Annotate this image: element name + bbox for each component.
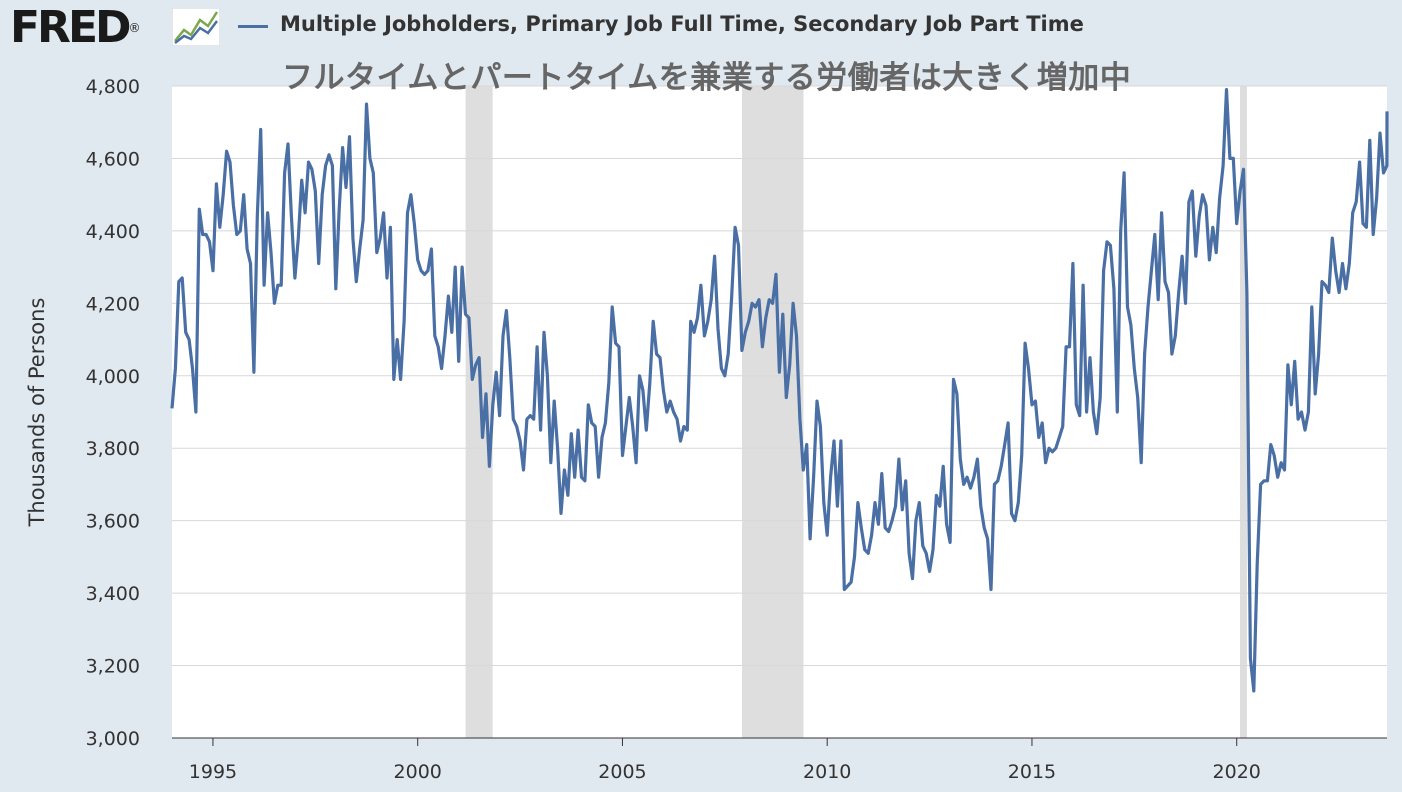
recession-band (1239, 86, 1247, 738)
line-chart-icon (172, 8, 220, 46)
fred-logo-text: FRED (10, 2, 132, 53)
chart-header: FRED® Multiple Jobholders, Primary Job F… (0, 0, 1402, 60)
registered-mark: ® (128, 21, 141, 35)
recession-band (465, 86, 493, 738)
y-tick-label: 3,600 (86, 511, 140, 533)
x-tick-label: 2005 (598, 761, 646, 783)
y-tick-label: 3,400 (86, 583, 140, 605)
legend-swatch (238, 25, 268, 28)
x-tick-label: 2010 (803, 761, 851, 783)
y-tick-label: 3,800 (86, 438, 140, 460)
x-tick-label: 2000 (394, 761, 442, 783)
y-tick-label: 4,800 (86, 76, 140, 98)
y-tick-label: 4,200 (86, 293, 140, 315)
series-layer (170, 87, 1389, 693)
y-tick-label: 3,000 (86, 728, 140, 750)
x-tick-label: 1995 (189, 761, 237, 783)
y-tick-label: 4,000 (86, 366, 140, 388)
recession-bands (465, 86, 1247, 738)
series-line[interactable] (170, 87, 1389, 693)
x-tick-label: 2015 (1008, 761, 1056, 783)
fred-logo[interactable]: FRED® (10, 3, 141, 53)
y-tick-label: 4,600 (86, 148, 140, 170)
legend-series-label[interactable]: Multiple Jobholders, Primary Job Full Ti… (280, 12, 1084, 36)
axes: 3,000 3,200 3,400 3,600 3,800 4,000 4,200 4,400… (86, 76, 1387, 783)
y-tick-label: 4,400 (86, 221, 140, 243)
y-tick-label: 3,200 (86, 656, 140, 678)
overlay-title: フルタイムとパートタイムを兼業する労働者は大きく増加中 (282, 60, 1132, 96)
x-tick-label: 2020 (1213, 761, 1261, 783)
recession-band (742, 86, 804, 738)
y-axis-label: Thousands of Persons (25, 298, 49, 528)
